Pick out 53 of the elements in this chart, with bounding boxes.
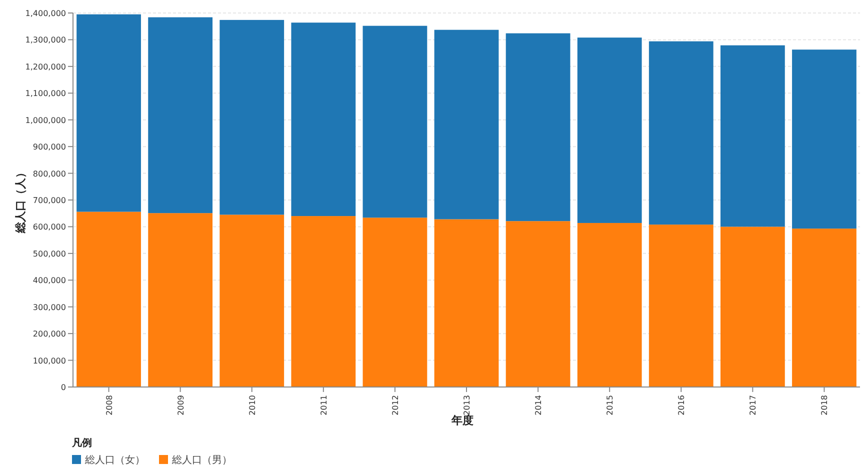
bar	[434, 219, 499, 387]
bar	[792, 228, 856, 387]
y-tick-label: 1,100,000	[25, 89, 66, 98]
x-tick-label: 2011	[319, 395, 328, 416]
legend-title: 凡例	[71, 437, 92, 449]
y-tick-label: 500,000	[32, 249, 66, 258]
y-tick-label: 400,000	[32, 276, 66, 286]
y-tick-label: 700,000	[32, 196, 66, 205]
bar	[577, 38, 642, 223]
legend-label: 総人口（女）	[84, 454, 145, 465]
x-tick-label: 2012	[390, 395, 400, 416]
bar	[720, 45, 785, 227]
y-tick-label: 600,000	[32, 222, 66, 232]
bar	[648, 224, 714, 387]
bar	[291, 22, 356, 216]
x-tick-label: 2013	[462, 395, 472, 416]
x-tick-label: 2010	[248, 395, 257, 416]
bar	[148, 213, 213, 387]
x-tick-label: 2015	[606, 395, 615, 416]
bar	[220, 214, 284, 387]
y-tick-label: 1,200,000	[25, 62, 66, 72]
y-axis-title: 総人口（人）	[14, 167, 27, 234]
x-axis-title: 年度	[450, 414, 474, 427]
y-tick-label: 900,000	[32, 142, 66, 152]
y-tick-label: 100,000	[32, 356, 66, 366]
bar	[577, 222, 642, 387]
bar	[506, 221, 570, 387]
y-tick-label: 1,400,000	[25, 9, 66, 18]
bar	[362, 26, 428, 218]
bar	[76, 212, 141, 387]
y-tick-label: 1,300,000	[25, 36, 66, 45]
y-tick-label: 200,000	[32, 330, 66, 339]
bar	[506, 33, 570, 222]
x-tick-label: 2014	[534, 395, 544, 416]
y-tick-label: 300,000	[32, 302, 66, 312]
y-tick-label: 1,000,000	[25, 116, 66, 125]
bar	[434, 30, 499, 220]
x-tick-label: 2017	[748, 395, 758, 416]
x-tick-label: 2009	[176, 395, 186, 416]
x-tick-label: 2008	[104, 395, 114, 416]
bar	[148, 17, 213, 214]
x-tick-label: 2016	[677, 395, 686, 416]
legend-label: 総人口（男）	[171, 454, 232, 465]
bar	[648, 41, 714, 225]
bar	[792, 50, 856, 229]
bar	[362, 218, 428, 387]
bar	[720, 226, 785, 387]
y-tick-label: 800,000	[32, 169, 66, 178]
bar	[220, 20, 284, 215]
bar	[291, 216, 356, 387]
y-tick-label: 0	[60, 383, 66, 392]
x-tick-label: 2018	[820, 395, 830, 416]
bar	[76, 14, 141, 212]
